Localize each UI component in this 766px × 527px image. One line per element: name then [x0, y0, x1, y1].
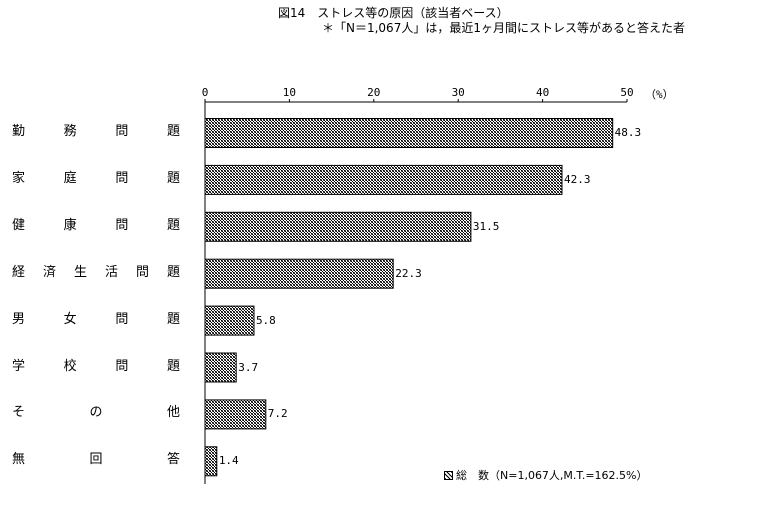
bar [204, 118, 614, 148]
x-axis-unit-label: （%） [645, 88, 674, 101]
x-tick-label: 10 [282, 86, 297, 99]
bar [204, 164, 563, 195]
data-label: 5.8 [255, 313, 276, 327]
legend-swatch [444, 470, 453, 480]
data-label: 48.3 [614, 126, 642, 139]
chart-title: 図14 ストレス等の原因（該当者ベース） [278, 6, 509, 20]
data-label: 7.2 [267, 407, 288, 421]
data-label: 42.3 [564, 172, 591, 186]
category-label: 勤 務 問 題 [12, 124, 180, 139]
x-tick-label: 30 [451, 86, 465, 99]
x-tick-label: 50 [620, 86, 634, 99]
bar [204, 258, 394, 289]
category-label: 無 回 答 [12, 452, 180, 468]
data-label: 1.4 [218, 454, 239, 468]
category-label: 学 校 問 題 [12, 358, 180, 374]
legend-label: 総 数（N=1,067人,M.T.=162.5%） [456, 469, 648, 482]
x-tick-label: 40 [535, 86, 550, 99]
bar [204, 399, 267, 430]
x-axis-tick-labels: 0 10 20 30 40 50 [0, 86, 766, 102]
bar [204, 211, 472, 242]
bar [204, 305, 255, 336]
category-label: 家 庭 問 題 [12, 170, 180, 186]
chart-subtitle: ＊「N＝1,067人」は，最近1ヶ月間にストレス等があると答えた者 [322, 21, 685, 35]
data-label: 3.7 [238, 360, 259, 374]
data-label: 22.3 [395, 266, 422, 280]
data-label: 31.5 [472, 219, 500, 233]
category-label: そ の 他 [12, 405, 180, 421]
x-tick-label: 0 [201, 86, 209, 99]
category-label: 健 康 問 題 [12, 217, 180, 233]
bar [204, 352, 237, 383]
category-label: 経 済 生 活 問 題 [12, 264, 180, 280]
category-label: 男 女 問 題 [12, 311, 180, 327]
x-tick-label: 20 [367, 86, 381, 99]
bar [204, 446, 218, 477]
chart-legend: 総 数（N=1,067人,M.T.=162.5%） [444, 467, 648, 483]
